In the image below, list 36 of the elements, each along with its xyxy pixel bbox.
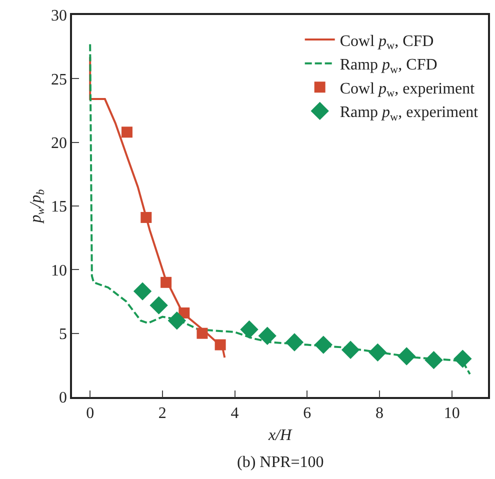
x-tick-label: 0 bbox=[86, 404, 94, 422]
y-tick-label: 5 bbox=[59, 326, 68, 343]
point bbox=[160, 276, 172, 288]
point bbox=[196, 328, 208, 339]
point bbox=[258, 326, 276, 345]
point bbox=[240, 320, 258, 339]
y-tick-label: 25 bbox=[51, 71, 68, 88]
x-tick-label: 4 bbox=[230, 404, 239, 422]
legend-label: Cowl p$_{w}$, experiment bbox=[340, 80, 476, 100]
point bbox=[314, 336, 333, 354]
y-tick-label: 10 bbox=[51, 262, 68, 280]
x-tick-label: 8 bbox=[375, 404, 384, 422]
point bbox=[424, 350, 443, 370]
x-tick-label: 10 bbox=[444, 404, 460, 422]
point bbox=[368, 343, 387, 362]
y-tick-label: 30 bbox=[51, 8, 68, 25]
y-tick-label: 0 bbox=[59, 390, 68, 407]
point bbox=[150, 296, 168, 314]
y-tick-label: 15 bbox=[51, 198, 68, 216]
point bbox=[285, 333, 304, 352]
point bbox=[341, 340, 360, 359]
y-tick-label: 20 bbox=[51, 134, 68, 152]
x-tick-label: 6 bbox=[303, 404, 312, 422]
x-axis-title: x/H bbox=[267, 427, 293, 444]
text: (b) NPR=100 bbox=[237, 454, 324, 471]
point bbox=[168, 312, 186, 330]
legend-label: Ramp p$_{w}$, experiment bbox=[340, 104, 479, 124]
legend-label: Cowl p$_{w}$, CFD bbox=[340, 32, 434, 52]
point bbox=[214, 339, 226, 350]
point bbox=[454, 350, 472, 368]
point bbox=[133, 282, 152, 300]
point bbox=[140, 212, 152, 223]
x-tick-label: 2 bbox=[158, 404, 166, 422]
legend-label: Ramp p$_{w}$, CFD bbox=[340, 56, 438, 76]
point bbox=[121, 126, 132, 138]
point bbox=[398, 347, 416, 366]
